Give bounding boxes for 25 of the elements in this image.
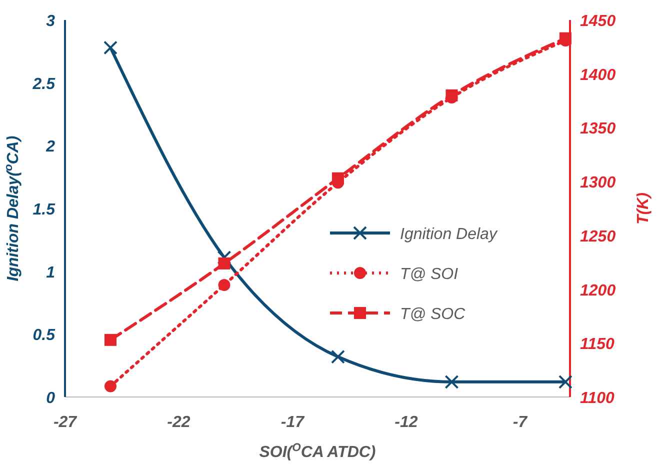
x-tick-label: -12	[394, 414, 418, 431]
y-tick-label: 3	[46, 13, 56, 30]
y-tick-label: 2.5	[32, 76, 56, 93]
y2-tick-label: 1150	[580, 336, 615, 354]
y-tick-label: 1.5	[32, 202, 56, 218]
x-axis-title: SOI($^{O}$CA ATDC)	[259, 442, 376, 461]
y2-tick-label: 1300	[580, 174, 616, 192]
y2-tick-label: 1400	[580, 66, 616, 84]
y2-axis-title: T(K)	[635, 192, 652, 224]
legend-label: Ignition Delay	[400, 226, 498, 243]
x-tick-label: -17	[280, 414, 306, 431]
y2-tick-label: 1250	[580, 228, 616, 246]
y-tick-label: 0.5	[32, 327, 56, 344]
legend-label: T@ SOI	[400, 266, 459, 283]
y-tick-label: 2	[45, 138, 56, 156]
y2-tick-label: 1350	[580, 120, 616, 138]
x-tick-label: -22	[167, 414, 190, 431]
legend-label: T@ SOC	[400, 306, 466, 323]
y2-tick-label: 1100	[580, 390, 615, 407]
y2-tick-label: 1200	[580, 282, 616, 300]
y-tick-label: 1	[46, 264, 56, 282]
y-tick-label: 0	[46, 390, 56, 407]
x-tick-label: -7	[512, 414, 528, 431]
y2-tick-label: 1450	[580, 13, 616, 30]
x-tick-label: -27	[53, 414, 78, 431]
